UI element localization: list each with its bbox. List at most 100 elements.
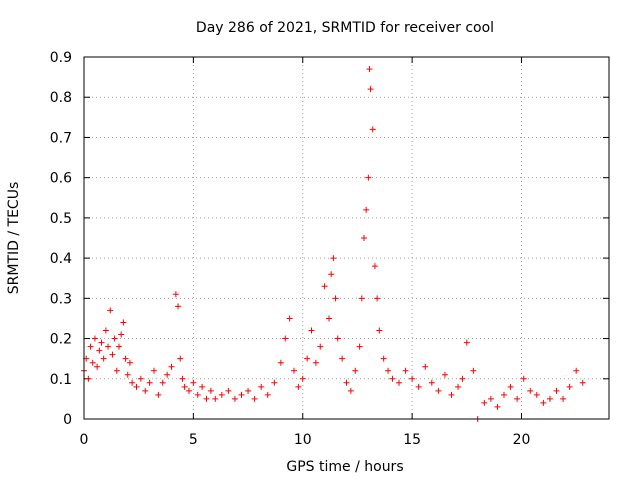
data-point — [225, 387, 232, 394]
data-point — [428, 379, 435, 386]
data-point — [560, 395, 567, 402]
data-point — [380, 355, 387, 362]
data-point — [343, 379, 350, 386]
x-tick-label: 20 — [513, 432, 531, 448]
data-point — [553, 387, 560, 394]
y-tick-label: 0.1 — [50, 372, 72, 388]
data-point — [363, 206, 370, 213]
x-tick-label: 0 — [80, 432, 89, 448]
data-point — [102, 327, 109, 334]
data-point — [251, 395, 258, 402]
data-point — [459, 375, 466, 382]
data-point — [116, 343, 122, 350]
data-point — [389, 375, 396, 382]
data-point — [168, 363, 175, 370]
data-point — [277, 359, 284, 366]
data-point — [118, 331, 125, 338]
data-point — [527, 387, 534, 394]
data-point — [520, 375, 527, 382]
data-point — [238, 391, 245, 398]
data-point — [579, 379, 586, 386]
data-point — [129, 379, 136, 386]
data-point — [199, 383, 206, 390]
data-point — [299, 375, 306, 382]
data-point — [358, 295, 365, 302]
data-point — [312, 359, 319, 366]
x-axis-title: GPS time / hours — [286, 459, 403, 475]
data-point — [514, 395, 521, 402]
y-tick-label: 0.6 — [50, 171, 72, 187]
data-point — [455, 383, 462, 390]
data-point — [203, 395, 210, 402]
data-point — [126, 359, 133, 366]
data-point — [365, 174, 372, 181]
data-point — [159, 379, 166, 386]
data-point — [361, 235, 367, 241]
data-point — [385, 367, 392, 374]
y-tick-label: 0.3 — [50, 291, 72, 307]
data-point — [258, 383, 265, 390]
data-point — [98, 339, 105, 346]
data-point — [100, 355, 107, 362]
data-point — [105, 343, 112, 350]
data-point — [339, 355, 346, 362]
data-point — [441, 371, 448, 378]
y-tick-label: 0 — [63, 412, 72, 428]
data-point — [172, 291, 179, 298]
data-point — [175, 303, 182, 310]
x-tick-label: 15 — [403, 432, 421, 448]
data-point — [91, 335, 98, 342]
data-point — [194, 391, 201, 398]
data-point — [282, 335, 289, 342]
data-point — [326, 315, 332, 322]
data-point — [328, 271, 335, 278]
y-tick-label: 0.4 — [50, 251, 72, 267]
data-point — [212, 395, 219, 402]
data-point — [481, 399, 488, 406]
data-point — [146, 379, 153, 386]
data-point — [566, 383, 573, 390]
data-point — [89, 359, 96, 366]
data-point — [317, 343, 324, 350]
data-point — [120, 319, 127, 326]
data-point — [107, 307, 114, 314]
data-point — [435, 387, 442, 394]
data-point — [352, 367, 359, 374]
data-point — [190, 379, 197, 386]
data-point — [332, 295, 339, 302]
x-tick-label: 5 — [189, 432, 198, 448]
data-point — [87, 343, 94, 350]
plot-frame — [83, 56, 610, 420]
y-axis-title: SRMTID / TECUs — [6, 182, 22, 295]
data-point — [494, 403, 501, 410]
data-point — [334, 335, 341, 342]
data-point — [470, 367, 477, 374]
data-point — [122, 355, 129, 362]
data-point — [533, 391, 540, 398]
x-tick-labels: 0 5 10 15 20 — [80, 432, 531, 448]
data-point — [124, 371, 131, 378]
data-point — [507, 383, 514, 390]
data-point — [308, 327, 315, 334]
data-point — [218, 391, 225, 398]
data-point — [367, 86, 374, 93]
data-point — [245, 387, 252, 394]
data-point — [151, 367, 157, 374]
data-point — [487, 395, 494, 402]
data-point — [402, 367, 409, 374]
y-tick-label: 0.7 — [50, 130, 72, 146]
y-tick-labels: 0 0.1 0.2 0.3 0.4 0.5 0.6 0.7 0.8 0.9 — [50, 50, 72, 428]
tick-layer — [83, 56, 609, 420]
y-tick-label: 0.8 — [50, 90, 72, 106]
y-tick-label: 0.5 — [50, 211, 72, 227]
data-point — [271, 379, 278, 386]
data-point — [374, 295, 381, 302]
data-point — [109, 351, 116, 358]
data-point — [540, 399, 547, 406]
data-point — [231, 395, 238, 402]
data-point — [286, 315, 293, 322]
data-point — [133, 383, 140, 390]
data-point — [155, 391, 162, 398]
data-point — [366, 66, 373, 73]
